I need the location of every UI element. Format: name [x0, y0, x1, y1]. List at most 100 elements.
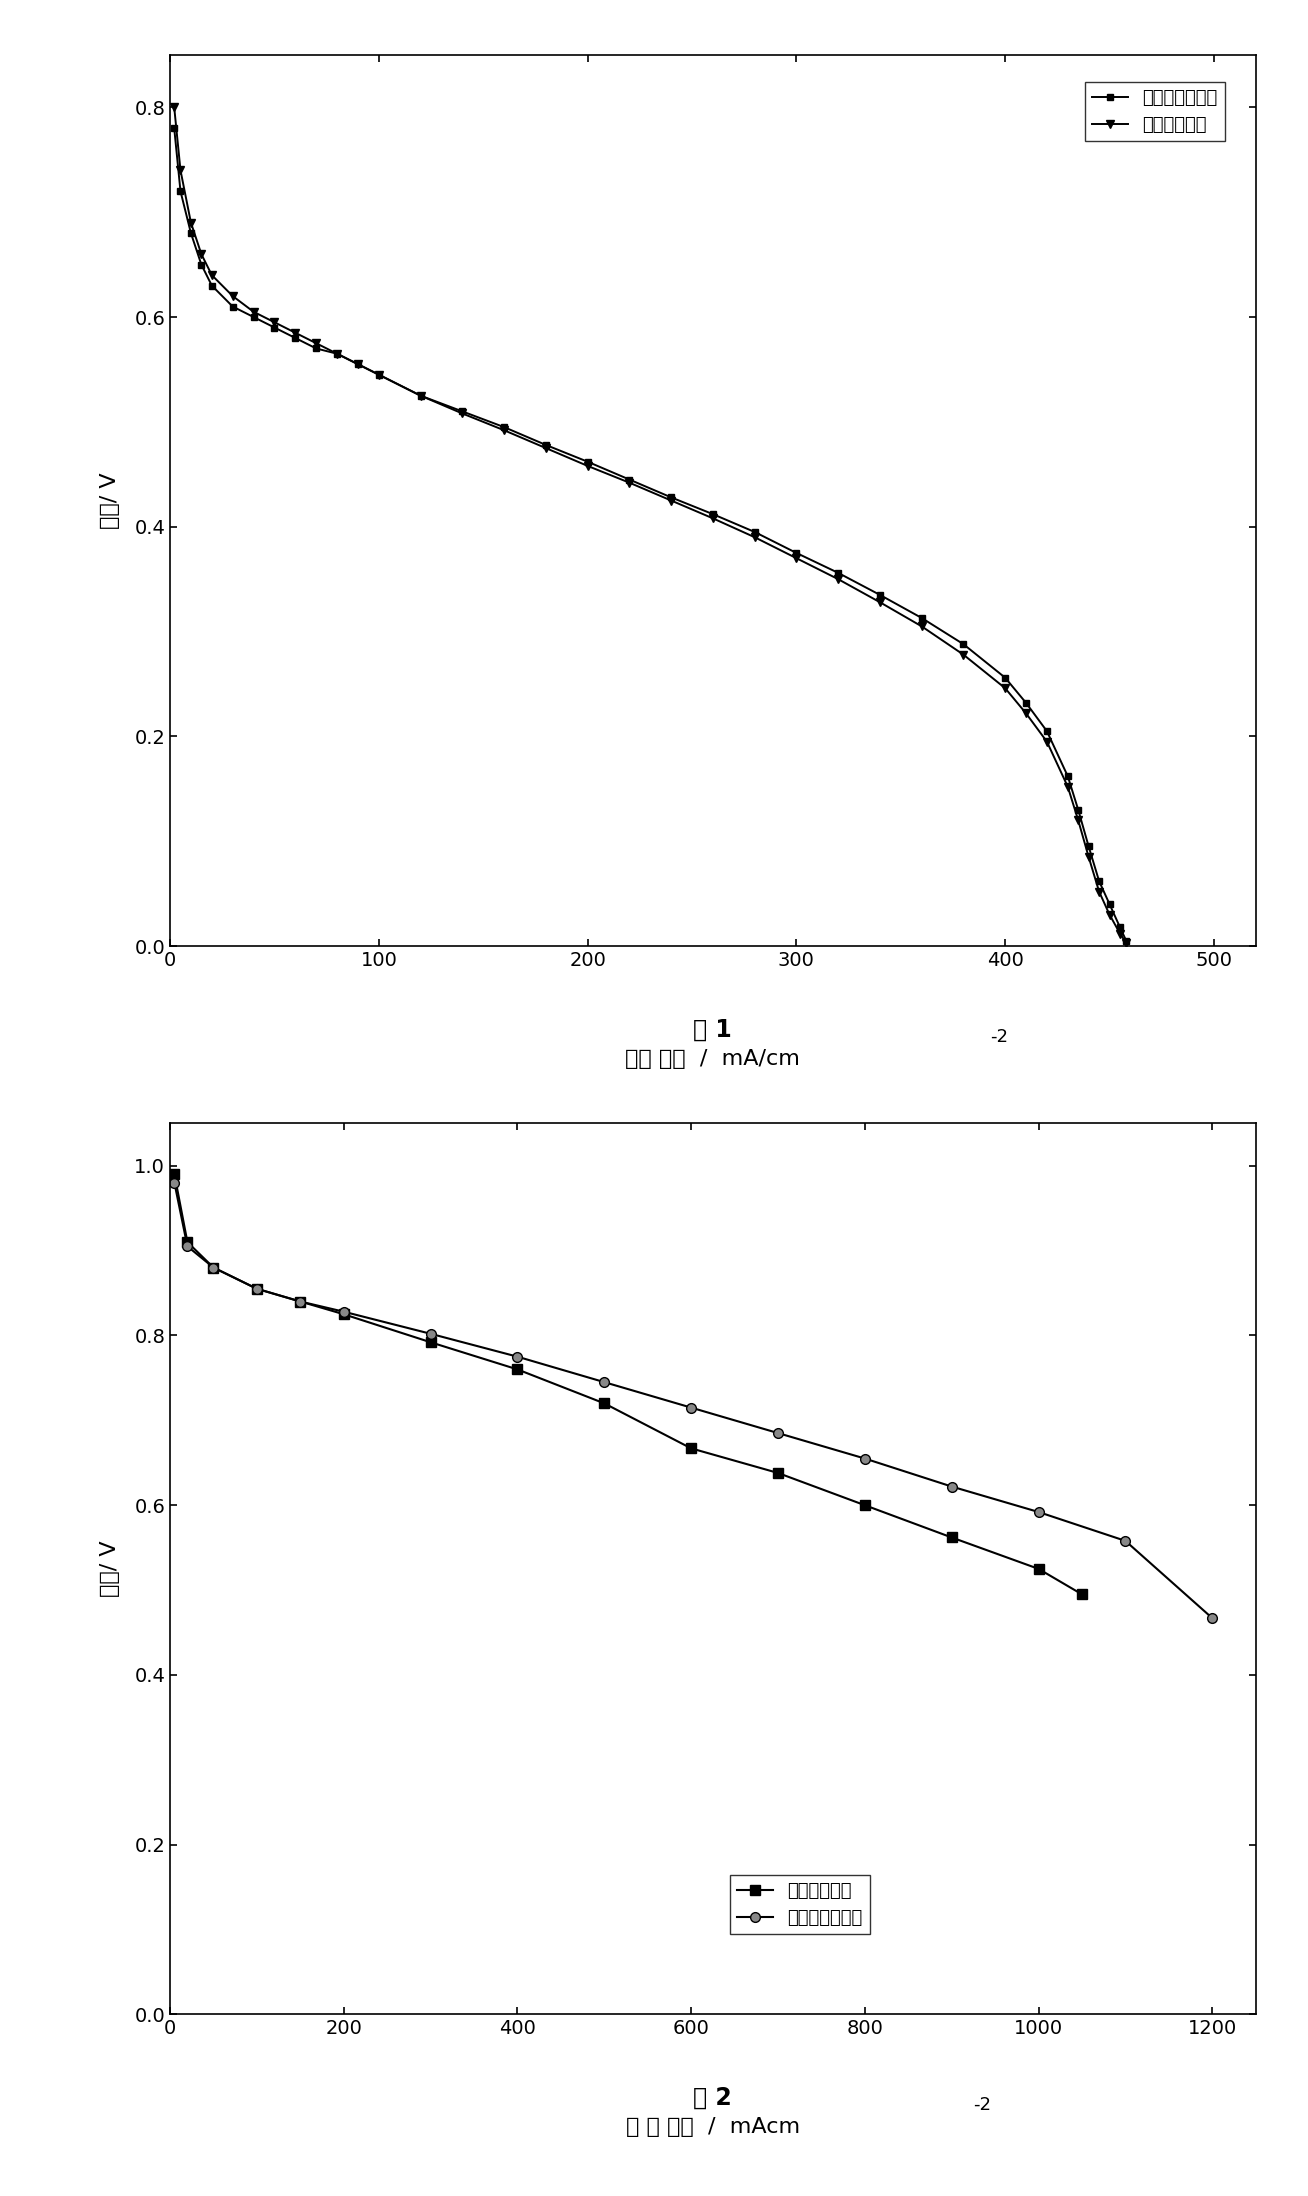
- 新电极扩散层: [857, 1491, 872, 1517]
- 新电极扩散层: [293, 1289, 309, 1315]
- 新阴极扩散层: [267, 310, 283, 336]
- 传统阴极扩散层: [166, 114, 182, 141]
- 新阴极扩散层: [225, 283, 241, 310]
- 传统阴极扩散层: [225, 294, 241, 321]
- 传统电极扩散层: [683, 1394, 698, 1421]
- 传统电极扩散层: [770, 1421, 786, 1447]
- 新阴极扩散层: [1018, 701, 1033, 727]
- 新阴极扩散层: [309, 329, 324, 356]
- 传统阴极扩散层: [413, 382, 429, 408]
- 新阴极扩散层: [1118, 929, 1134, 955]
- 新阴极扩散层: [1080, 843, 1096, 870]
- 新阴极扩散层: [956, 641, 972, 668]
- 传统阴极扩散层: [1118, 927, 1134, 953]
- 新电极扩散层: [596, 1390, 612, 1416]
- 传统电极扩散层: [1031, 1500, 1046, 1526]
- 传统阴极扩散层: [496, 413, 511, 439]
- 传统电极扩散层: [857, 1445, 872, 1471]
- 传统电极扩散层: [293, 1289, 309, 1315]
- Text: 电 流 密度  /  mAcm: 电 流 密度 / mAcm: [625, 2117, 800, 2137]
- 新阴极扩散层: [204, 261, 220, 288]
- 传统阴极扩散层: [194, 250, 209, 277]
- 新阴极扩散层: [997, 674, 1012, 701]
- 新阴极扩散层: [183, 209, 199, 235]
- 新阴极扩散层: [496, 417, 511, 444]
- 传统阴极扩散层: [914, 604, 930, 630]
- Line: 传统阴极扩散层: 传统阴极扩散层: [171, 125, 1130, 944]
- 传统电极扩散层: [596, 1368, 612, 1394]
- 新电极扩散层: [1031, 1555, 1046, 1581]
- 传统阴极扩散层: [246, 303, 262, 329]
- 新阴极扩散层: [789, 545, 804, 571]
- 新阴极扩散层: [173, 158, 188, 184]
- 传统电极扩散层: [1117, 1528, 1133, 1555]
- 新阴极扩散层: [538, 435, 553, 461]
- 传统阴极扩散层: [267, 314, 283, 340]
- Text: -2: -2: [990, 1028, 1007, 1045]
- 新电极扩散层: [510, 1357, 526, 1383]
- 传统阴极扩散层: [997, 665, 1012, 692]
- Line: 新阴极扩散层: 新阴极扩散层: [170, 103, 1130, 946]
- 传统电极扩散层: [249, 1276, 264, 1302]
- Legend: 新电极扩散层, 传统电极扩散层: 新电极扩散层, 传统电极扩散层: [730, 1875, 870, 1935]
- 新阴极扩散层: [914, 613, 930, 639]
- 新阴极扩散层: [621, 470, 637, 496]
- 传统阴极扩散层: [183, 220, 199, 246]
- 传统阴极扩散层: [538, 433, 553, 459]
- Text: 图 2: 图 2: [693, 2086, 732, 2110]
- 传统阴极扩散层: [454, 397, 470, 424]
- 新阴极扩散层: [663, 488, 679, 514]
- Y-axis label: 电压/ V: 电压/ V: [101, 1542, 120, 1596]
- 传统阴极扩散层: [1101, 892, 1117, 918]
- 新电极扩散层: [422, 1329, 438, 1355]
- 新阴极扩散层: [747, 525, 763, 551]
- 传统阴极扩散层: [330, 340, 345, 367]
- Y-axis label: 电压/ V: 电压/ V: [101, 472, 120, 529]
- 新阴极扩散层: [1112, 920, 1127, 946]
- Line: 新电极扩散层: 新电极扩散层: [170, 1168, 1087, 1599]
- 传统阴极扩散层: [621, 466, 637, 492]
- 新阴极扩散层: [705, 505, 721, 531]
- 新阴极扩散层: [1101, 903, 1117, 929]
- 传统电极扩散层: [510, 1344, 526, 1370]
- Text: 图 1: 图 1: [693, 1017, 732, 1041]
- 传统阴极扩散层: [1059, 762, 1075, 788]
- 新阴极扩散层: [454, 400, 470, 426]
- 传统阴极扩散层: [705, 501, 721, 527]
- 传统阴极扩散层: [663, 483, 679, 509]
- 传统电极扩散层: [205, 1254, 221, 1280]
- 传统阴极扩散层: [1080, 832, 1096, 859]
- 新电极扩散层: [770, 1460, 786, 1487]
- 新阴极扩散层: [1091, 878, 1107, 905]
- 新电极扩散层: [683, 1436, 698, 1463]
- 传统阴极扩散层: [1112, 914, 1127, 940]
- 传统阴极扩散层: [579, 448, 595, 474]
- 传统阴极扩散层: [1070, 797, 1086, 824]
- 传统阴极扩散层: [956, 630, 972, 657]
- 传统阴极扩散层: [204, 272, 220, 299]
- 传统阴极扩散层: [173, 178, 188, 204]
- 新阴极扩散层: [351, 351, 366, 378]
- 传统阴极扩散层: [309, 336, 324, 362]
- 新电极扩散层: [205, 1254, 221, 1280]
- Text: 电流 密度  /  mA/cm: 电流 密度 / mA/cm: [625, 1050, 800, 1069]
- 传统电极扩散层: [1205, 1605, 1220, 1632]
- 新阴极扩散层: [371, 362, 387, 389]
- 新阴极扩散层: [413, 382, 429, 408]
- 传统阴极扩散层: [288, 325, 303, 351]
- 新电极扩散层: [944, 1524, 960, 1550]
- 传统电极扩散层: [944, 1474, 960, 1500]
- 新阴极扩散层: [1059, 773, 1075, 799]
- 新阴极扩散层: [194, 242, 209, 268]
- 新阴极扩散层: [246, 299, 262, 325]
- 新阴极扩散层: [831, 567, 846, 593]
- 传统阴极扩散层: [1091, 867, 1107, 894]
- 新阴极扩散层: [579, 452, 595, 479]
- 新电极扩散层: [166, 1162, 182, 1188]
- 传统阴极扩散层: [747, 518, 763, 545]
- 传统阴极扩散层: [831, 560, 846, 586]
- 新阴极扩散层: [166, 94, 182, 121]
- Text: -2: -2: [973, 2097, 991, 2115]
- 新阴极扩散层: [1039, 729, 1054, 755]
- 传统电极扩散层: [166, 1170, 182, 1197]
